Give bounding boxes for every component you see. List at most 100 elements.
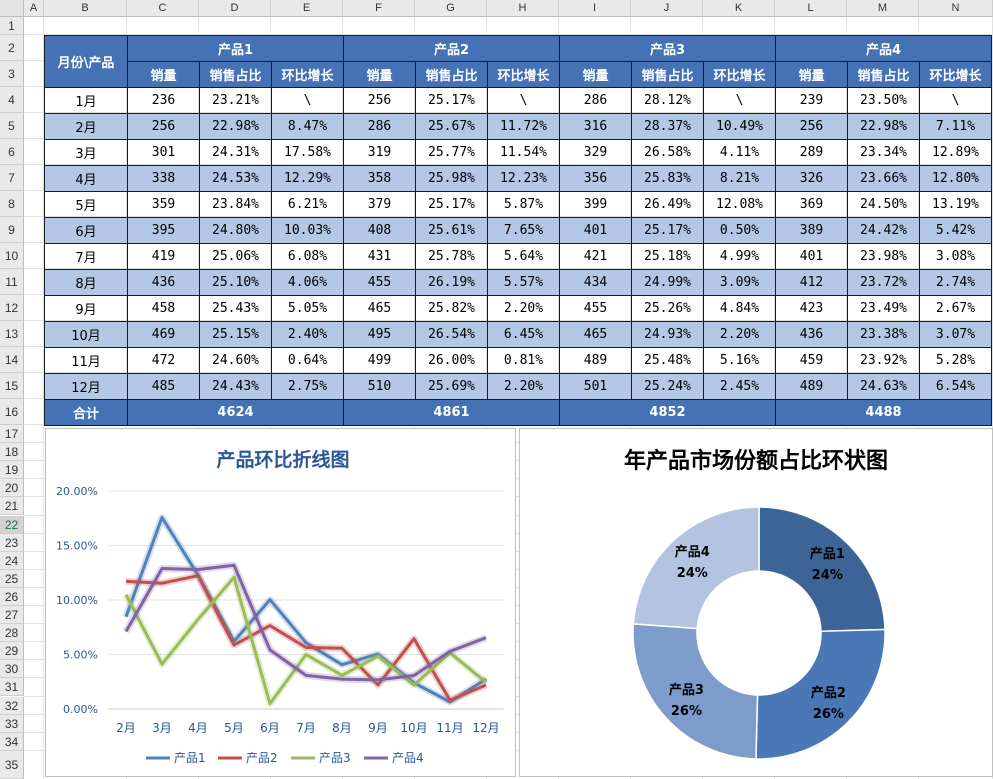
value-cell[interactable]: 4.99% [703, 243, 776, 270]
value-cell[interactable]: 2.45% [703, 373, 776, 400]
value-cell[interactable]: 12.08% [703, 191, 776, 218]
value-cell[interactable]: \ [271, 87, 344, 114]
value-cell[interactable]: 359 [127, 191, 200, 218]
value-cell[interactable]: 356 [559, 165, 632, 192]
month-cell[interactable]: 12月 [44, 373, 128, 400]
value-cell[interactable]: 469 [127, 321, 200, 348]
value-cell[interactable]: 436 [127, 269, 200, 296]
value-cell[interactable]: 26.00% [415, 347, 488, 374]
value-cell[interactable]: 25.15% [199, 321, 272, 348]
row-header[interactable]: 26 [0, 587, 24, 606]
total-value-cell[interactable]: 4861 [343, 399, 560, 426]
value-cell[interactable]: 25.10% [199, 269, 272, 296]
value-cell[interactable]: 2.40% [271, 321, 344, 348]
line-chart[interactable]: 产品环比折线图 0.00% 5.00% 10.00% 15.00% 20.00% 2月 3月… [45, 428, 516, 777]
value-cell[interactable]: 7.11% [919, 113, 992, 140]
value-cell[interactable]: 5.87% [487, 191, 560, 218]
row-header[interactable]: 3 [0, 61, 24, 87]
row-header[interactable]: 28 [0, 624, 24, 643]
value-cell[interactable]: 0.64% [271, 347, 344, 374]
value-cell[interactable]: 5.42% [919, 217, 992, 244]
value-cell[interactable]: 24.80% [199, 217, 272, 244]
value-cell[interactable]: 5.64% [487, 243, 560, 270]
row-header[interactable]: 9 [0, 217, 24, 243]
value-cell[interactable]: 399 [559, 191, 632, 218]
column-header[interactable]: J [631, 0, 703, 17]
value-cell[interactable]: 23.50% [847, 87, 920, 114]
value-cell[interactable]: 389 [775, 217, 848, 244]
value-cell[interactable]: 4.84% [703, 295, 776, 322]
value-cell[interactable]: 24.99% [631, 269, 704, 296]
value-cell[interactable]: 6.45% [487, 321, 560, 348]
row-header[interactable]: 17 [0, 425, 24, 444]
value-cell[interactable]: 25.77% [415, 139, 488, 166]
subheader-cell[interactable]: 销售占比 [415, 61, 488, 88]
row-header[interactable]: 11 [0, 269, 24, 295]
value-cell[interactable]: 4.11% [703, 139, 776, 166]
value-cell[interactable]: 408 [343, 217, 416, 244]
value-cell[interactable]: 459 [775, 347, 848, 374]
month-cell[interactable]: 10月 [44, 321, 128, 348]
value-cell[interactable]: 329 [559, 139, 632, 166]
total-value-cell[interactable]: 4852 [559, 399, 776, 426]
row-header[interactable]: 29 [0, 642, 24, 661]
value-cell[interactable]: 319 [343, 139, 416, 166]
row-header[interactable]: 34 [0, 732, 24, 751]
value-cell[interactable]: 2.67% [919, 295, 992, 322]
value-cell[interactable]: 421 [559, 243, 632, 270]
month-cell[interactable]: 11月 [44, 347, 128, 374]
row-header[interactable]: 22 [0, 515, 24, 534]
value-cell[interactable]: 6.54% [919, 373, 992, 400]
value-cell[interactable]: 17.58% [271, 139, 344, 166]
value-cell[interactable]: 485 [127, 373, 200, 400]
value-cell[interactable]: 316 [559, 113, 632, 140]
column-header[interactable]: L [775, 0, 847, 17]
total-value-cell[interactable]: 4624 [127, 399, 344, 426]
value-cell[interactable]: 26.58% [631, 139, 704, 166]
subheader-cell[interactable]: 环比增长 [703, 61, 776, 88]
corner-header-cell[interactable]: 月份\产品 [44, 35, 128, 88]
value-cell[interactable]: 12.89% [919, 139, 992, 166]
value-cell[interactable]: 256 [775, 113, 848, 140]
doughnut-slice[interactable] [632, 623, 759, 760]
value-cell[interactable]: 489 [775, 373, 848, 400]
row-header[interactable]: 27 [0, 606, 24, 625]
subheader-cell[interactable]: 销售占比 [847, 61, 920, 88]
value-cell[interactable]: 25.17% [631, 217, 704, 244]
legend-item[interactable]: 产品1 [146, 751, 206, 765]
value-cell[interactable]: 401 [775, 243, 848, 270]
value-cell[interactable]: 22.98% [199, 113, 272, 140]
value-cell[interactable]: 22.98% [847, 113, 920, 140]
value-cell[interactable]: 25.61% [415, 217, 488, 244]
row-header[interactable]: 16 [0, 399, 24, 425]
value-cell[interactable]: 7.65% [487, 217, 560, 244]
value-cell[interactable]: 24.53% [199, 165, 272, 192]
value-cell[interactable]: 2.20% [703, 321, 776, 348]
doughnut-chart[interactable]: 年产品市场份额占比环状图 产品1 24% 产品2 26% 产品3 26% 产品4 24% [519, 428, 993, 777]
legend-item[interactable]: 产品2 [218, 751, 278, 765]
row-header[interactable]: 19 [0, 461, 24, 480]
month-cell[interactable]: 8月 [44, 269, 128, 296]
value-cell[interactable]: 431 [343, 243, 416, 270]
column-header[interactable]: B [44, 0, 127, 17]
value-cell[interactable]: 436 [775, 321, 848, 348]
column-header[interactable]: G [415, 0, 487, 17]
value-cell[interactable]: 239 [775, 87, 848, 114]
value-cell[interactable]: 26.49% [631, 191, 704, 218]
month-cell[interactable]: 9月 [44, 295, 128, 322]
product-header-cell[interactable]: 产品4 [775, 35, 992, 62]
value-cell[interactable]: 12.23% [487, 165, 560, 192]
series-line-3[interactable] [124, 575, 487, 706]
value-cell[interactable]: 24.31% [199, 139, 272, 166]
value-cell[interactable]: 301 [127, 139, 200, 166]
value-cell[interactable]: 24.43% [199, 373, 272, 400]
row-header[interactable]: 20 [0, 479, 24, 498]
value-cell[interactable]: 236 [127, 87, 200, 114]
value-cell[interactable]: 25.06% [199, 243, 272, 270]
value-cell[interactable]: 458 [127, 295, 200, 322]
value-cell[interactable]: 3.09% [703, 269, 776, 296]
value-cell[interactable]: 25.26% [631, 295, 704, 322]
value-cell[interactable]: 0.81% [487, 347, 560, 374]
value-cell[interactable]: 455 [559, 295, 632, 322]
value-cell[interactable]: 25.17% [415, 191, 488, 218]
